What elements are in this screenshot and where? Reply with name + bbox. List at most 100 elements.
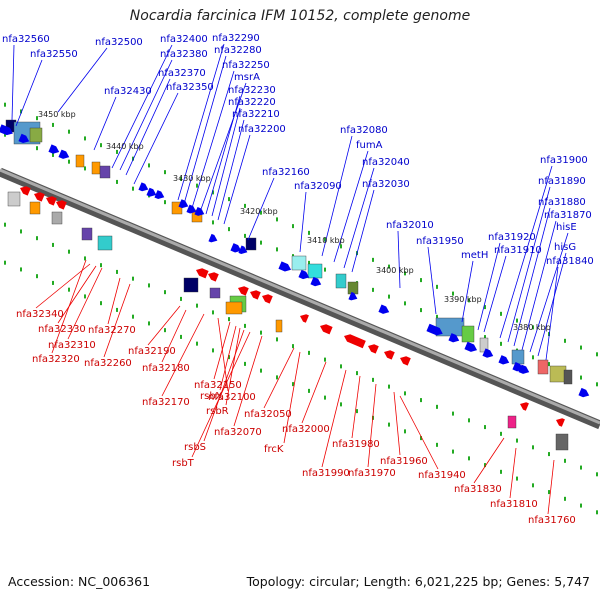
forward-gene-label[interactable]: nfa32010: [386, 220, 434, 231]
forward-gene-arrow[interactable]: [48, 144, 60, 155]
forward-gene-label[interactable]: nfa32370: [158, 68, 206, 79]
reverse-gene-label[interactable]: nfa32320: [32, 354, 80, 365]
reverse-gene-arrow[interactable]: [398, 354, 411, 366]
forward-gene-label[interactable]: nfa31900: [540, 155, 588, 166]
forward-gene-label[interactable]: nfa32040: [362, 157, 410, 168]
reverse-gene-label[interactable]: nfa31940: [418, 470, 466, 481]
forward-gene-label[interactable]: nfa32280: [214, 45, 262, 56]
forward-gene-label[interactable]: nfa31910: [494, 245, 542, 256]
reverse-gene-label[interactable]: nfa32050: [244, 409, 292, 420]
forward-gene-arrow[interactable]: [482, 348, 494, 359]
forward-gene-label[interactable]: nfa31870: [544, 210, 592, 221]
forward-gene-label[interactable]: nfa32430: [104, 86, 152, 97]
forward-gene-arrow[interactable]: [238, 245, 248, 256]
reverse-gene-label[interactable]: nfa31760: [528, 515, 576, 526]
forward-gene-label[interactable]: msrA: [234, 72, 260, 83]
reverse-gene-arrow[interactable]: [194, 266, 209, 279]
forward-gene-label[interactable]: fumA: [356, 140, 383, 151]
forward-gene-label[interactable]: nfa32030: [362, 179, 410, 190]
forward-gene-label[interactable]: hisE: [556, 222, 577, 233]
reverse-gene-arrow[interactable]: [54, 198, 67, 210]
reverse-gene-label[interactable]: nfa31970: [348, 468, 396, 479]
reverse-gene-arrow[interactable]: [260, 292, 273, 304]
reverse-gene-label[interactable]: nfa32070: [214, 427, 262, 438]
reverse-gene-label[interactable]: rsbT: [172, 458, 195, 469]
reverse-gene-label[interactable]: nfa32330: [38, 324, 86, 335]
forward-gene-label[interactable]: nfa32380: [160, 49, 208, 60]
reverse-gene-label[interactable]: nfa32260: [84, 358, 132, 369]
reverse-gene-arrow[interactable]: [366, 342, 379, 354]
reverse-gene-label[interactable]: rsbX: [200, 391, 223, 402]
forward-gene-arrow[interactable]: [146, 187, 157, 199]
forward-gene-label[interactable]: nfa31880: [538, 197, 586, 208]
forward-gene-arrow[interactable]: [278, 261, 292, 273]
reverse-gene-arrow[interactable]: [18, 184, 31, 196]
reverse-gene-label[interactable]: nfa32100: [208, 392, 256, 403]
reverse-gene-arrow[interactable]: [206, 270, 219, 282]
forward-gene-arrow[interactable]: [578, 387, 590, 399]
forward-gene-label[interactable]: nfa32550: [30, 49, 78, 60]
forward-gene-arrow[interactable]: [138, 182, 149, 193]
forward-gene-label[interactable]: nfa32500: [95, 37, 143, 48]
reverse-gene-label[interactable]: nfa32150: [194, 380, 242, 391]
forward-gene-label[interactable]: nfa32210: [232, 109, 280, 120]
reverse-gene-label[interactable]: nfa31810: [490, 499, 538, 510]
forward-gene-label[interactable]: nfa32350: [166, 82, 214, 93]
forward-gene-arrow[interactable]: [186, 204, 197, 216]
reverse-gene-arrow[interactable]: [554, 416, 565, 427]
reverse-gene-arrow[interactable]: [298, 312, 309, 323]
forward-gene-arrow[interactable]: [58, 149, 70, 161]
forward-gene-label[interactable]: nfa31950: [416, 236, 464, 247]
forward-gene-label[interactable]: hisG: [554, 242, 576, 253]
reverse-gene-arrow[interactable]: [518, 400, 529, 411]
forward-gene-arrow[interactable]: [178, 199, 189, 210]
forward-gene-label[interactable]: nfa32220: [228, 97, 276, 108]
reverse-gene-label[interactable]: frcK: [264, 444, 284, 455]
forward-gene-arrow[interactable]: [154, 190, 165, 201]
reverse-gene-arrow[interactable]: [248, 288, 261, 300]
reverse-gene-arrow[interactable]: [236, 284, 249, 296]
reverse-gene-label[interactable]: rsbS: [184, 442, 206, 453]
reverse-gene-arrow[interactable]: [44, 194, 57, 206]
forward-gene-label[interactable]: nfa32290: [212, 33, 260, 44]
forward-gene-arrow[interactable]: [208, 233, 218, 244]
reverse-gene-label[interactable]: nfa32000: [282, 424, 330, 435]
forward-gene-label[interactable]: nfa32080: [340, 125, 388, 136]
forward-gene-arrow[interactable]: [426, 323, 444, 338]
forward-gene-label[interactable]: nfa32250: [222, 60, 270, 71]
forward-gene-label[interactable]: nfa32160: [262, 167, 310, 178]
reverse-gene-arrow[interactable]: [382, 348, 395, 360]
forward-gene-arrow[interactable]: [498, 355, 510, 366]
reverse-gene-label[interactable]: nfa32180: [142, 363, 190, 374]
forward-gene-arrow[interactable]: [518, 364, 530, 376]
reverse-gene-arrow[interactable]: [32, 190, 45, 202]
reverse-gene-arrow[interactable]: [342, 332, 366, 349]
reverse-gene-label[interactable]: nfa31990: [302, 468, 350, 479]
forward-gene-label[interactable]: nfa31840: [546, 256, 594, 267]
forward-gene-label[interactable]: nfa32200: [238, 124, 286, 135]
reverse-gene-label[interactable]: nfa32270: [88, 325, 136, 336]
forward-gene-arrow[interactable]: [310, 276, 322, 288]
reverse-gene-label[interactable]: nfa32170: [142, 397, 190, 408]
forward-gene-label[interactable]: nfa32090: [294, 181, 342, 192]
forward-gene-arrow[interactable]: [0, 124, 14, 137]
forward-gene-arrow[interactable]: [18, 133, 30, 145]
reverse-gene-label[interactable]: nfa32310: [48, 340, 96, 351]
reverse-gene-label[interactable]: nfa31960: [380, 456, 428, 467]
forward-gene-arrow[interactable]: [348, 291, 358, 302]
forward-gene-label[interactable]: nfa32400: [160, 34, 208, 45]
forward-gene-arrow[interactable]: [464, 341, 478, 354]
forward-gene-label[interactable]: nfa32230: [228, 85, 276, 96]
forward-gene-label[interactable]: nfa31920: [488, 232, 536, 243]
reverse-gene-arrow[interactable]: [318, 322, 333, 335]
forward-gene-arrow[interactable]: [194, 206, 205, 218]
forward-gene-label[interactable]: nfa31890: [538, 176, 586, 187]
forward-gene-label[interactable]: nfa32560: [2, 34, 50, 45]
forward-gene-arrow[interactable]: [230, 243, 242, 254]
forward-gene-label[interactable]: metH: [461, 250, 488, 261]
reverse-gene-label[interactable]: nfa31980: [332, 439, 380, 450]
reverse-gene-label[interactable]: nfa32340: [16, 309, 64, 320]
forward-gene-arrow[interactable]: [448, 333, 460, 344]
reverse-gene-label[interactable]: nfa31830: [454, 484, 502, 495]
reverse-gene-label[interactable]: nfa32190: [128, 346, 176, 357]
